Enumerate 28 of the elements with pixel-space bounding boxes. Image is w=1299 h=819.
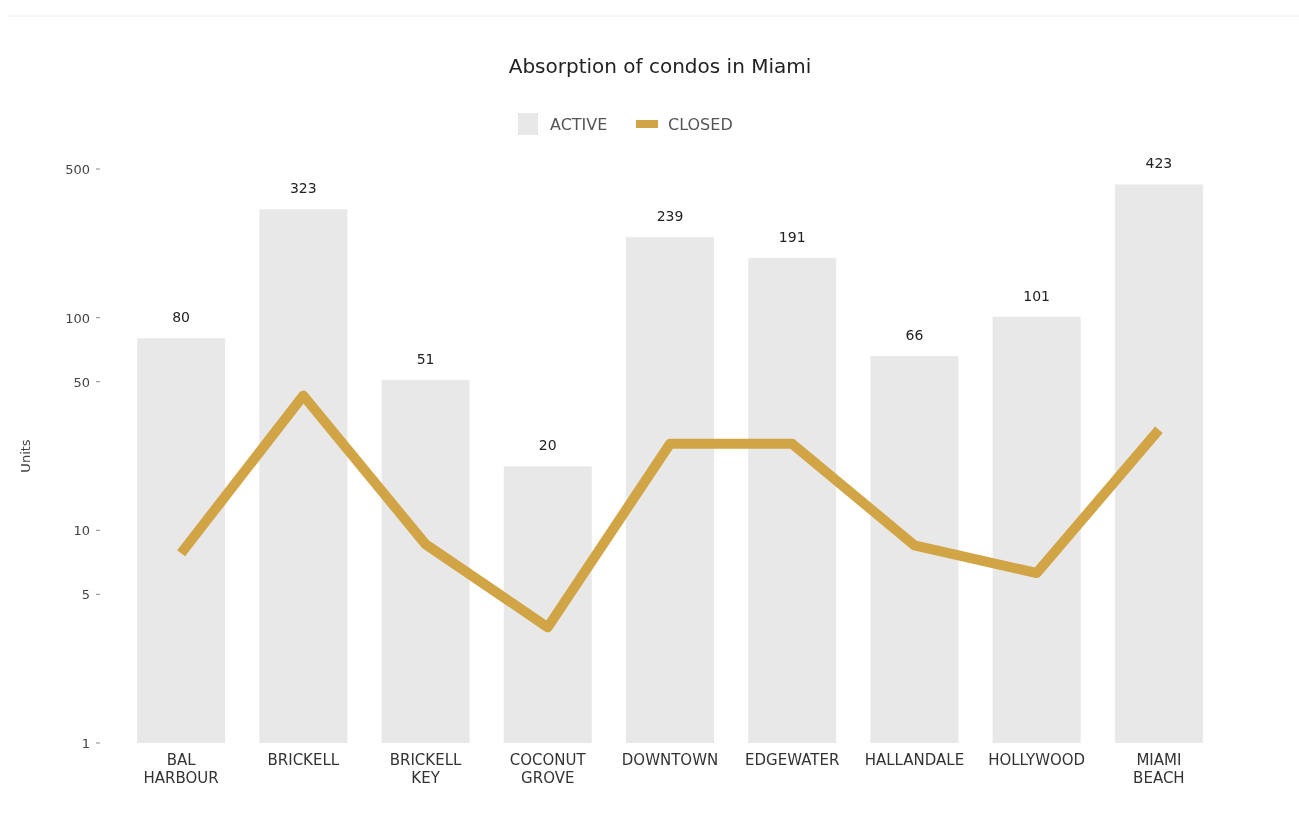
- legend-label: ACTIVE: [550, 115, 608, 134]
- x-tick-label: HALLANDALE: [864, 751, 965, 769]
- data-label: 51: [416, 350, 435, 367]
- data-label: 66: [905, 327, 924, 344]
- data-label: 191: [778, 228, 806, 245]
- y-tick-label: 5: [81, 587, 90, 603]
- chart-title: Absorption of condos in Miami: [508, 54, 812, 78]
- x-tick-label: HOLLYWOOD: [988, 751, 1086, 769]
- data-label: 423: [1145, 155, 1173, 172]
- data-label: 239: [656, 208, 684, 225]
- x-tick-label: DOWNTOWN: [621, 751, 719, 769]
- x-tick-label: EDGEWATER: [745, 751, 840, 769]
- y-tick-label: 100: [65, 310, 90, 326]
- legend-label: CLOSED: [668, 115, 733, 134]
- x-tick-label: BRICKELL KEY: [389, 751, 463, 787]
- y-tick-label: 500: [65, 162, 90, 177]
- y-tick-label: 10: [73, 523, 90, 539]
- x-tick-label: COCONUT GROVE: [509, 751, 587, 787]
- data-label: 323: [289, 180, 317, 197]
- y-tick-label: 50: [73, 374, 90, 390]
- y-axis-title: Units: [18, 439, 33, 473]
- data-label: 80: [172, 309, 191, 326]
- x-tick-label: MIAMI BEACH: [1133, 751, 1185, 787]
- data-label: 20: [538, 437, 557, 454]
- x-tick-label: BRICKELL: [267, 751, 340, 769]
- data-label: 101: [1023, 287, 1051, 304]
- y-tick-label: 1: [81, 736, 90, 751]
- x-tick-label: BAL HARBOUR: [143, 751, 219, 787]
